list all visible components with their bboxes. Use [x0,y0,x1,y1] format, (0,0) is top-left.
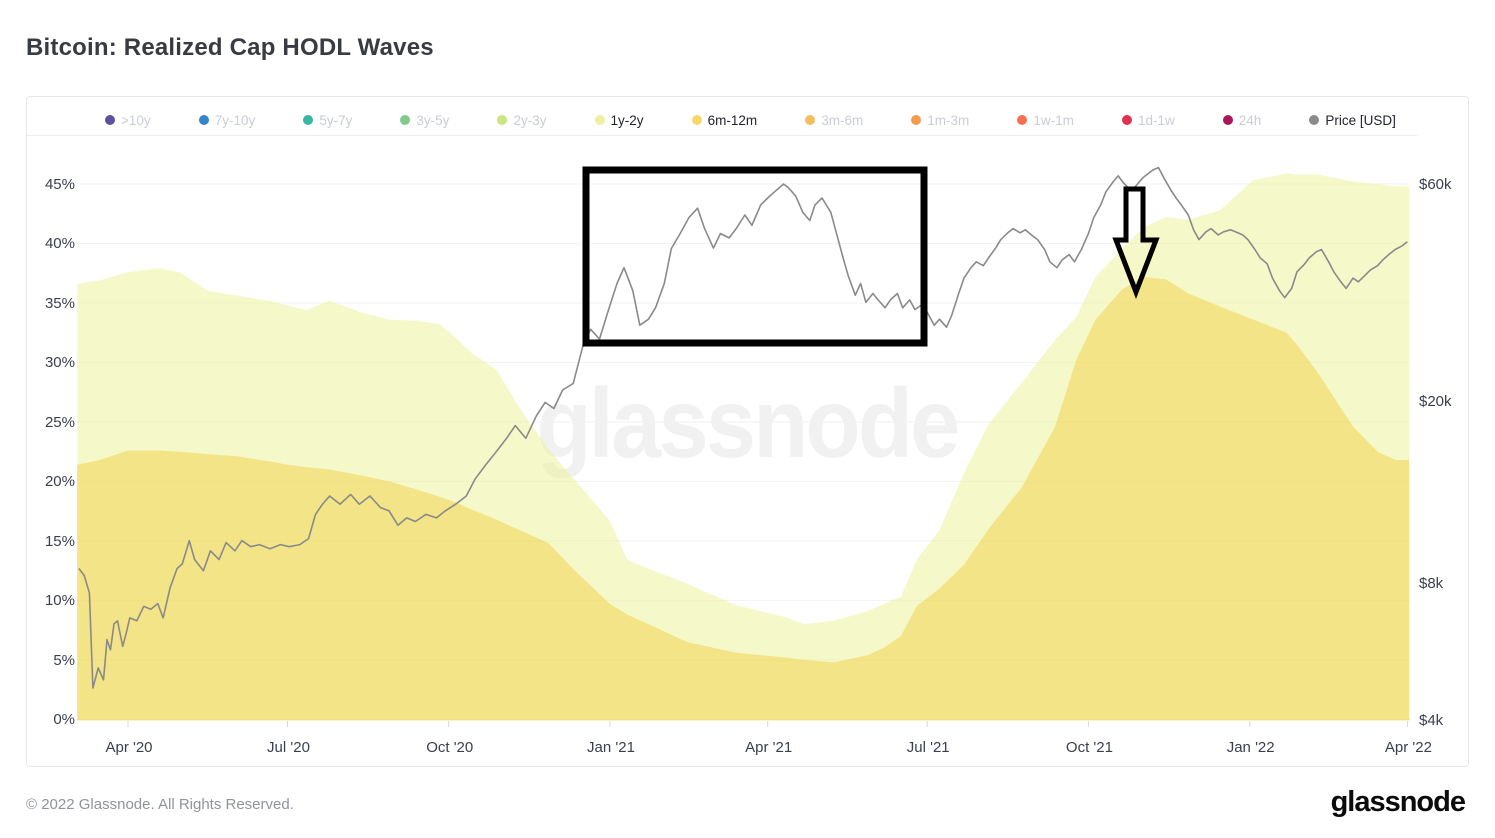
annotation-highlight-box [582,166,928,347]
legend-dot-icon [1121,115,1132,125]
y-right-tick: $4k [1419,711,1444,729]
legend-dot-icon [805,115,816,125]
legend-dot-icon [911,115,922,125]
x-axis-tick: Oct '20 [426,739,474,756]
legend-dot-icon [1309,115,1320,125]
y-left-tick: 45% [44,176,75,193]
y-left-tick: 10% [44,592,75,610]
legend-label: Price [USD] [1325,112,1396,128]
legend-dot-icon [105,115,115,125]
legend-item--10y[interactable]: >10y [105,113,151,128]
legend-dot-icon [303,115,314,125]
x-axis-tick: Jan '21 [587,739,635,756]
legend-item-24h[interactable]: 24h [1222,112,1262,128]
x-axis-tick: Apr '22 [1384,739,1432,756]
legend-dot-icon [1222,115,1233,125]
x-axis-tick: Jul '21 [906,739,950,756]
y-left-tick: 15% [44,532,75,550]
price-line [78,166,1408,689]
legend-item-1m-3m[interactable]: 1m-3m [911,113,969,128]
y-left-tick: 20% [44,473,75,491]
legend-label: 24h [1238,112,1262,128]
legend-item-5y-7y[interactable]: 5y-7y [303,113,352,128]
legend-item-7y-10y[interactable]: 7y-10y [198,112,256,128]
legend-dot-icon [594,115,605,125]
y-left-tick: 0% [53,711,75,729]
x-axis-tick: Oct '21 [1065,739,1113,756]
legend-item-1w-1m[interactable]: 1w-1m [1017,113,1074,128]
footer-copyright: © 2022 Glassnode. All Rights Reserved. [26,796,294,813]
area-6m-12m [77,276,1410,721]
y-left-tick: 30% [44,354,75,372]
y-right-tick: $8k [1419,574,1444,592]
legend-label: 1d-1w [1137,112,1175,128]
legend-item-price-usd-[interactable]: Price [USD] [1309,113,1396,128]
page-title: Bitcoin: Realized Cap HODL Waves [26,34,434,61]
x-axis-tick: Jan '22 [1226,739,1275,756]
legend-item-1d-1w[interactable]: 1d-1w [1121,112,1175,128]
legend-dot-icon [497,115,508,125]
legend-label: 3m-6m [821,112,864,128]
legend-label: 1m-3m [927,112,970,128]
annotation-down-arrow [1112,186,1160,299]
legend: >10y 7y-10y 5y-7y 3y-5y 2y-3y 1y-2y 6m-12m 3m-6… [27,107,1468,133]
x-tick-marks [127,721,1408,727]
legend-label: 6m-12m [707,112,758,128]
x-axis-tick: Apr '20 [105,739,153,756]
legend-label: 1y-2y [610,112,644,128]
legend-label: >10y [121,112,151,128]
y-left-tick: 40% [44,235,75,253]
x-axis-tick: Jul '20 [267,739,310,756]
legend-item-2y-3y[interactable]: 2y-3y [497,113,546,128]
legend-label: 2y-3y [513,112,547,128]
legend-dot-icon [1017,115,1028,125]
legend-item-3m-6m[interactable]: 3m-6m [805,113,863,128]
legend-separator [27,135,1417,136]
legend-label: 7y-10y [214,112,256,128]
y-right-tick: $60k [1419,176,1452,193]
legend-label: 3y-5y [416,112,450,128]
legend-item-1y-2y[interactable]: 1y-2y [594,112,644,128]
legend-label: 1w-1m [1033,112,1074,128]
legend-dot-icon [198,115,209,125]
y-left-tick: 5% [53,651,75,669]
legend-dot-icon [691,115,702,125]
legend-label: 5y-7y [319,112,353,128]
y-left-tick: 35% [44,294,75,312]
y-left-tick: 25% [44,413,75,431]
glassnode-logo[interactable]: glassnode [1330,786,1466,818]
legend-item-3y-5y[interactable]: 3y-5y [400,113,449,128]
y-right-tick: $20k [1419,393,1452,411]
legend-item-6m-12m[interactable]: 6m-12m [691,112,758,128]
x-axis-tick: Apr '21 [745,739,793,756]
legend-dot-icon [400,115,411,125]
